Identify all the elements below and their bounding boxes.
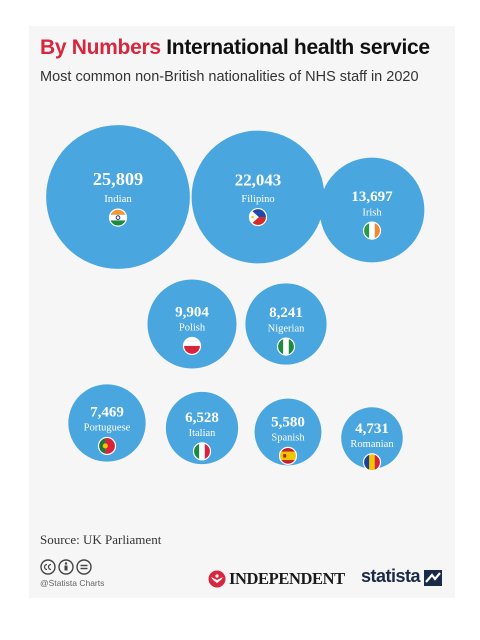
bubble-spanish: 5,580 Spanish: [254, 398, 322, 466]
bubble-polish: 9,904 Polish: [147, 279, 237, 369]
name-label-portuguese: Portuguese: [84, 423, 131, 434]
bubble-italian-circle: [165, 391, 239, 465]
name-label-irish: Irish: [362, 207, 382, 218]
bubble-portuguese-circle: [68, 384, 146, 462]
bubble-indian-circle: [46, 125, 190, 269]
name-label-nigerian: Nigerian: [268, 323, 305, 334]
value-label-spanish: 5,580: [271, 414, 305, 430]
nigeria-flag-icon: [277, 338, 295, 356]
philippines-flag-icon: [249, 208, 267, 226]
bubble-portuguese: 7,469 Portuguese: [68, 384, 146, 462]
bubble-irish: 13,697 Irish: [319, 157, 425, 263]
value-label-irish: 13,697: [351, 189, 393, 205]
bubble-italian: 6,528 Italian: [165, 391, 239, 465]
bubble-filipino: 22,043 Filipino: [191, 130, 325, 264]
value-label-portuguese: 7,469: [90, 404, 124, 420]
chart-card: [29, 26, 455, 598]
independent-wordmark: INDEPENDENT: [229, 569, 345, 588]
bubble-nigerian-circle: [245, 283, 327, 365]
title-accent: By Numbers: [40, 36, 161, 59]
bubble-spanish-circle: [254, 398, 322, 466]
romania-flag-icon: [363, 453, 381, 471]
spain-flag-icon: [279, 447, 297, 465]
value-label-filipino: 22,043: [235, 171, 281, 190]
bubble-romanian: 4,731 Romanian: [341, 407, 403, 472]
name-label-indian: Indian: [104, 193, 132, 205]
value-label-indian: 25,809: [93, 169, 143, 189]
eagle-icon: [208, 570, 226, 588]
source-note: Source: UK Parliament: [40, 532, 162, 547]
license-icons: [40, 559, 92, 575]
value-label-romanian: 4,731: [355, 421, 389, 437]
title-main: International health service: [166, 36, 430, 59]
nd-icon: [76, 559, 92, 575]
value-label-polish: 9,904: [175, 304, 209, 320]
statista-wordmark: statista: [361, 566, 421, 586]
by-icon: [58, 559, 74, 575]
portugal-flag-icon: [98, 437, 116, 455]
india-flag-icon: [109, 209, 127, 227]
bubble-filipino-circle: [191, 130, 325, 264]
chart-title: By Numbers International health service: [40, 36, 430, 60]
statista-logo-icon: [424, 570, 442, 586]
statista-credit: @Statista Charts: [40, 578, 105, 588]
value-label-nigerian: 8,241: [269, 305, 303, 321]
chart-subtitle: Most common non-British nationalities of…: [40, 69, 419, 85]
bubble-irish-circle: [319, 157, 425, 263]
value-label-italian: 6,528: [185, 410, 219, 426]
bubble-nigerian: 8,241 Nigerian: [245, 283, 327, 365]
ireland-flag-icon: [363, 222, 381, 240]
poland-flag-icon: [183, 337, 201, 355]
italy-flag-icon: [193, 442, 211, 460]
cc-icon: [40, 559, 56, 575]
name-label-polish: Polish: [179, 323, 206, 334]
name-label-italian: Italian: [189, 428, 217, 439]
name-label-romanian: Romanian: [350, 439, 394, 450]
bubble-romanian-circle: [341, 407, 403, 469]
name-label-filipino: Filipino: [241, 194, 274, 205]
bubble-indian: 25,809 Indian: [46, 125, 190, 269]
bubble-polish-circle: [147, 279, 237, 369]
name-label-spanish: Spanish: [271, 433, 305, 444]
